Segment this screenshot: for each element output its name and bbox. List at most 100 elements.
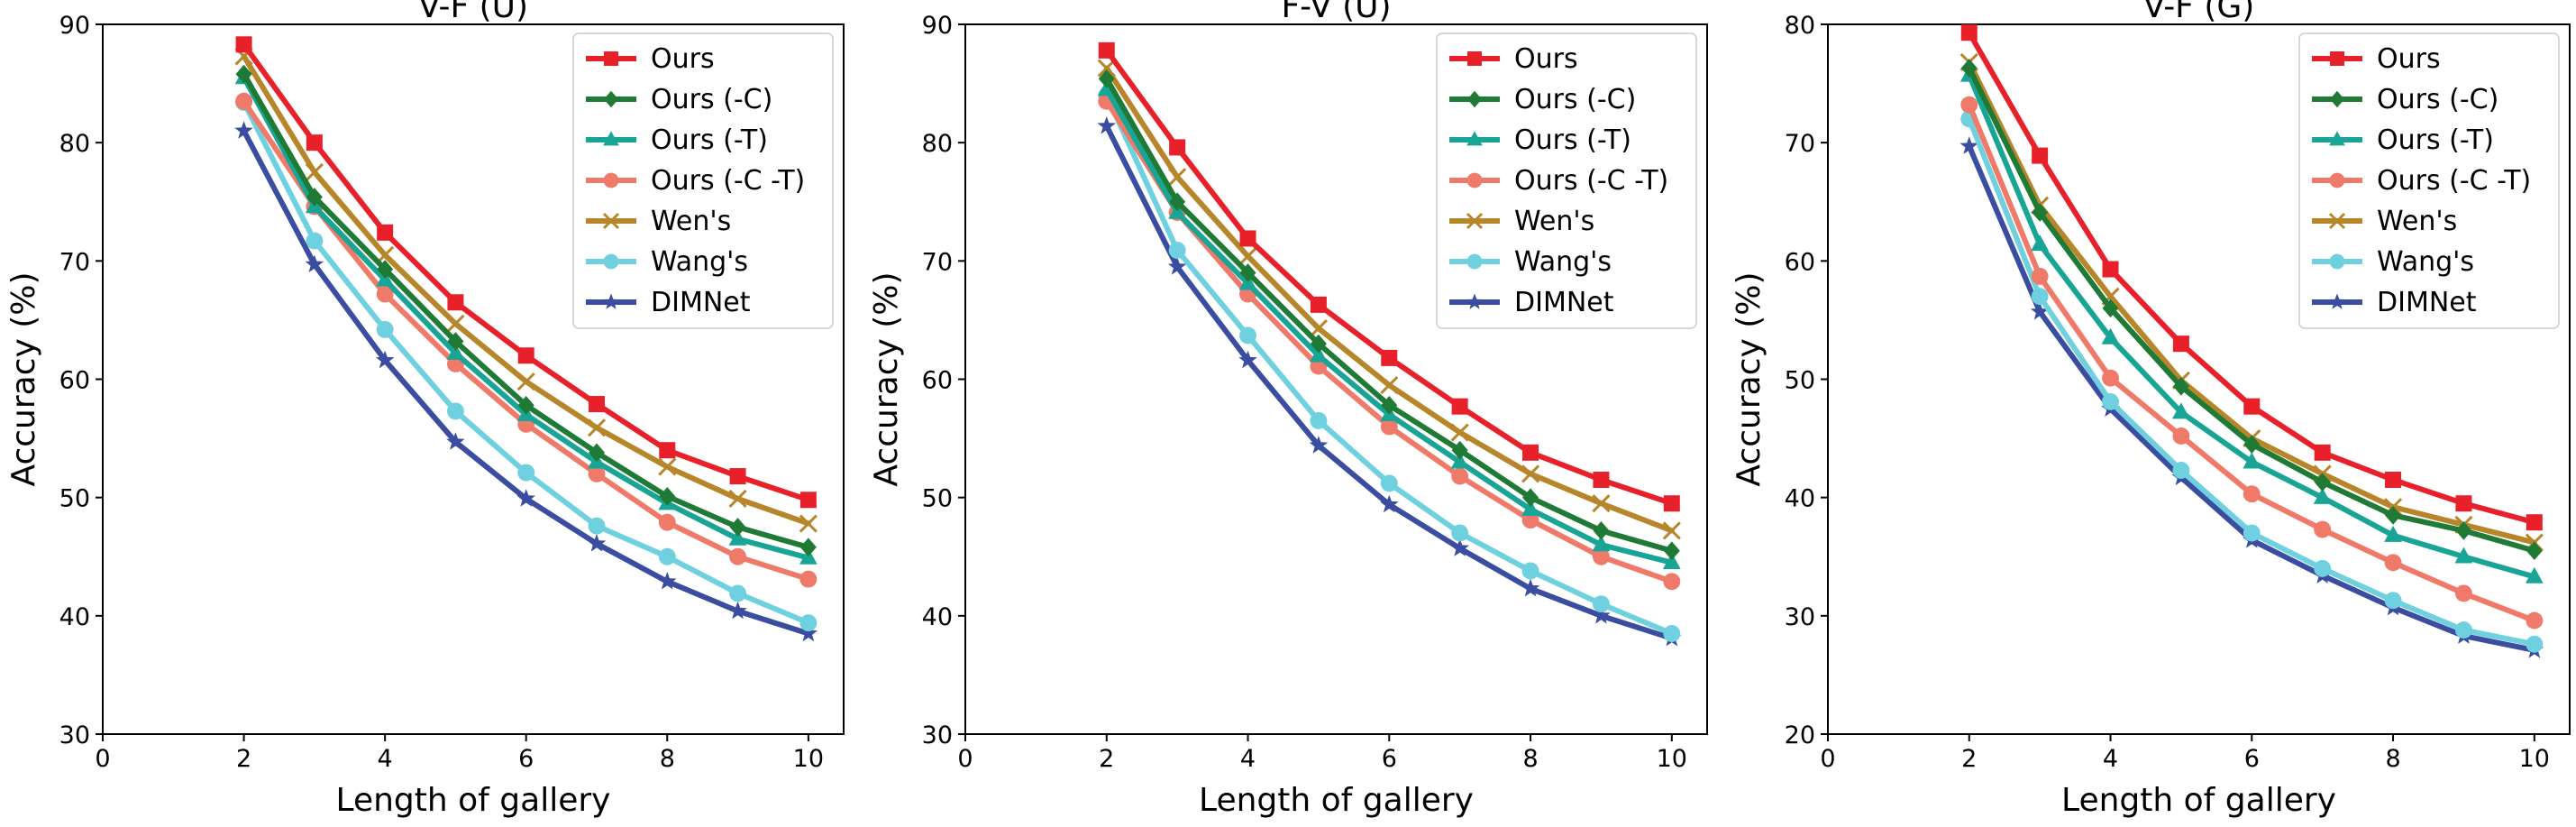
data-point xyxy=(1239,263,1256,282)
data-point xyxy=(1167,257,1187,275)
data-point xyxy=(2525,566,2544,583)
legend-label: DIMNet xyxy=(1514,287,1614,318)
data-point xyxy=(1097,59,1116,78)
data-point xyxy=(375,350,395,369)
legend-item: DIMNet xyxy=(2312,287,2477,318)
data-point xyxy=(1309,436,1329,454)
data-point xyxy=(1098,69,1115,88)
data-point xyxy=(2243,524,2261,542)
data-point xyxy=(1450,452,1469,469)
legend-marker xyxy=(2329,253,2345,270)
y-tick-label: 30 xyxy=(922,721,953,749)
data-point xyxy=(235,92,253,110)
data-point xyxy=(1381,349,1398,366)
data-point xyxy=(729,584,747,602)
data-point xyxy=(2526,611,2544,629)
data-point xyxy=(2314,444,2331,461)
data-point xyxy=(2243,452,2261,469)
data-point xyxy=(305,162,324,182)
legend-item: Ours (-C -T) xyxy=(1449,165,1668,197)
data-point xyxy=(1663,573,1681,591)
y-tick-label: 50 xyxy=(1785,367,1815,395)
data-point xyxy=(1959,136,1978,154)
data-point xyxy=(799,538,817,557)
x-tick-label: 10 xyxy=(1657,745,1687,773)
series-wang-s xyxy=(235,94,818,632)
x-tick-label: 2 xyxy=(236,745,251,773)
chart-title: V-F (G) xyxy=(2143,0,2255,25)
legend-marker xyxy=(602,212,620,230)
data-point xyxy=(2454,621,2472,639)
y-tick-label: 70 xyxy=(1785,130,1815,158)
data-point xyxy=(2384,554,2402,572)
series-ours-c xyxy=(235,64,817,557)
data-point xyxy=(728,489,747,509)
data-point xyxy=(1310,296,1327,313)
data-point xyxy=(1592,606,1611,624)
y-tick-label: 60 xyxy=(59,367,90,395)
data-point xyxy=(1097,116,1116,134)
series-ours xyxy=(1098,41,1680,512)
data-point xyxy=(799,492,817,509)
y-tick-label: 80 xyxy=(59,130,90,158)
legend-item: Ours (-C) xyxy=(1449,84,1636,115)
data-point xyxy=(1168,242,1186,259)
data-point xyxy=(659,487,676,506)
data-point xyxy=(1522,444,1539,461)
data-point xyxy=(2172,402,2190,419)
data-point xyxy=(659,442,676,459)
data-point xyxy=(1450,423,1469,442)
y-axis-label: Accuracy (%) xyxy=(868,271,905,486)
data-point xyxy=(658,457,677,476)
data-point xyxy=(1451,524,1469,542)
data-point xyxy=(2385,505,2402,525)
data-point xyxy=(2032,147,2049,164)
legend-marker xyxy=(604,51,618,66)
data-point xyxy=(1521,464,1540,483)
series-dimnet xyxy=(234,121,818,642)
data-point xyxy=(516,489,535,507)
data-point xyxy=(589,443,605,463)
data-point xyxy=(447,294,464,311)
data-point xyxy=(588,517,606,535)
data-point xyxy=(1169,192,1186,212)
legend-item: Wen's xyxy=(586,206,731,237)
data-point xyxy=(1381,396,1398,415)
data-point xyxy=(587,534,607,552)
data-point xyxy=(799,570,818,588)
legend-label: Wang's xyxy=(2377,246,2474,278)
data-point xyxy=(2243,485,2261,503)
legend: Ours Ours (-C) Ours (-T) Ours (-C -T) Wen's W… xyxy=(572,32,834,329)
y-tick-label: 50 xyxy=(922,485,953,513)
y-tick-label: 70 xyxy=(59,248,90,276)
legend-label: Ours (-C -T) xyxy=(2377,165,2531,197)
legend-label: Wang's xyxy=(651,246,748,278)
legend-label: Ours (-T) xyxy=(651,124,768,156)
legend-item: Ours xyxy=(1449,43,1578,75)
data-point xyxy=(1380,474,1398,492)
legend-label: Wen's xyxy=(1514,206,1594,237)
data-point xyxy=(1592,595,1610,613)
data-point xyxy=(2454,547,2473,564)
data-point xyxy=(1662,521,1681,540)
data-point xyxy=(1960,96,1978,114)
data-point xyxy=(376,285,394,303)
legend-marker xyxy=(603,172,619,188)
data-point xyxy=(305,254,324,272)
data-point xyxy=(2314,520,2332,538)
legend-label: Ours (-C) xyxy=(2377,84,2498,115)
data-point xyxy=(1521,499,1539,516)
data-point xyxy=(306,188,323,207)
legend-item: Wang's xyxy=(586,246,748,278)
legend-label: Wang's xyxy=(1514,246,1612,278)
legend-marker xyxy=(2329,172,2345,188)
data-point xyxy=(1238,350,1257,369)
data-point xyxy=(799,614,818,632)
legend-marker xyxy=(2329,131,2345,146)
x-tick-label: 10 xyxy=(793,745,824,773)
x-axis-label: Length of gallery xyxy=(2061,782,2336,819)
y-tick-label: 40 xyxy=(59,603,90,631)
series-ours-c xyxy=(1960,59,2543,561)
x-tick-label: 6 xyxy=(2244,745,2260,773)
data-point xyxy=(1662,553,1681,570)
